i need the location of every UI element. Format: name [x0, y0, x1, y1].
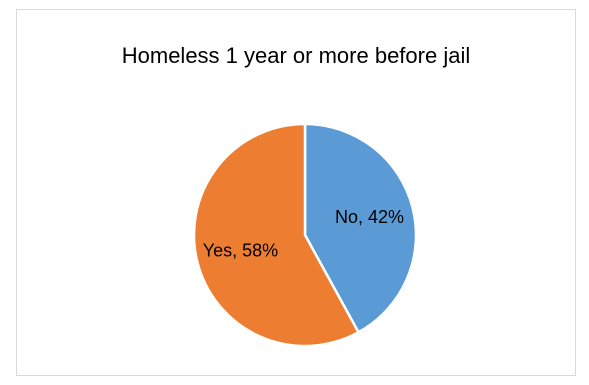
pie-slice-yes — [192, 122, 360, 348]
pie-chart: No, 42% Yes, 58% — [192, 122, 418, 348]
data-label-yes: Yes, 58% — [203, 240, 278, 260]
pie-slice-no — [303, 122, 418, 334]
chart-frame: Homeless 1 year or more before jail No, … — [16, 9, 576, 376]
data-label-no: No, 42% — [335, 207, 404, 227]
chart-title: Homeless 1 year or more before jail — [121, 43, 471, 68]
